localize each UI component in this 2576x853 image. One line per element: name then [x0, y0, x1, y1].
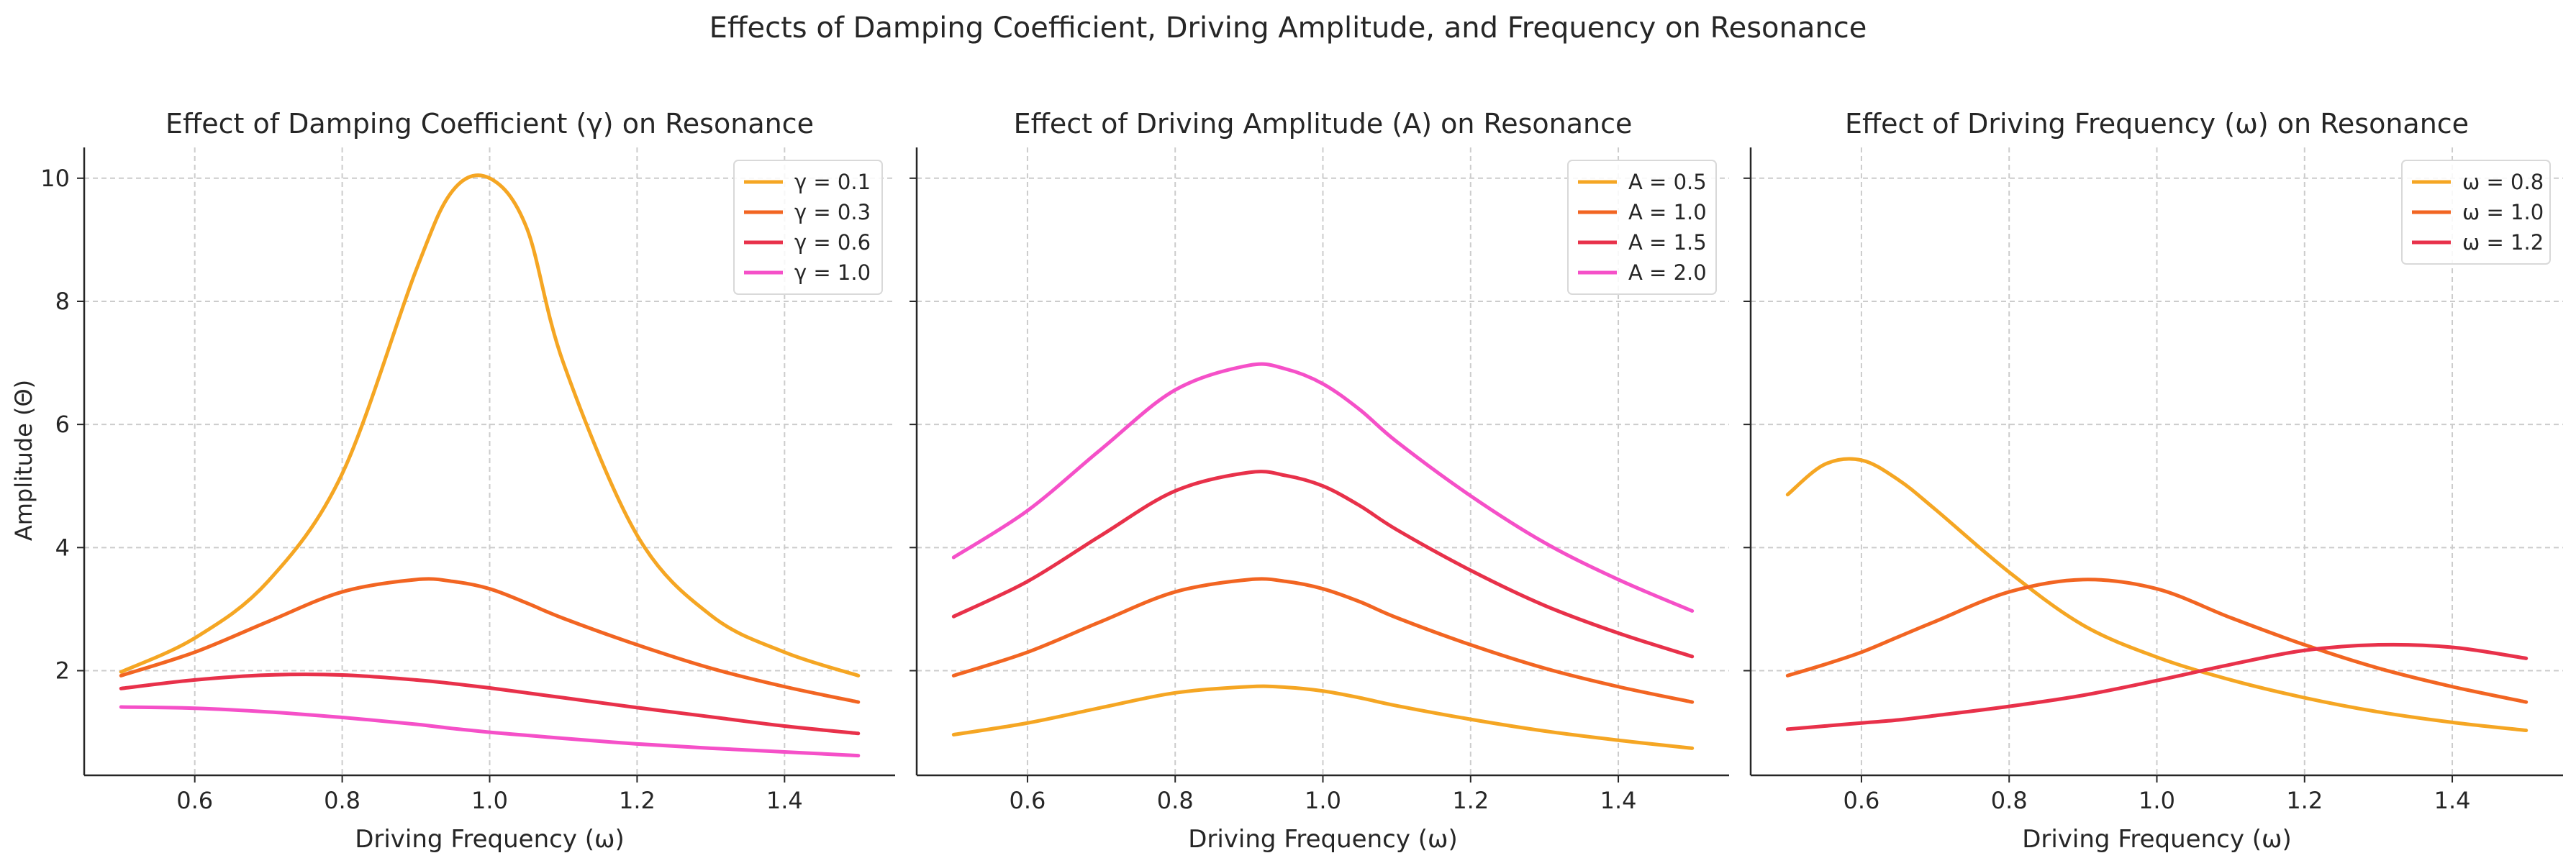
series-line-2	[1785, 578, 2529, 704]
y-tick-label: 8	[55, 288, 70, 315]
legend-entry: A = 1.0	[1628, 200, 1707, 224]
legend-entry: A = 0.5	[1628, 170, 1707, 194]
legend-entry: ω = 1.2	[2462, 230, 2544, 255]
series-line-3	[1785, 642, 2529, 731]
x-tick-label: 1.0	[471, 787, 508, 814]
chart-title: Effect of Damping Coefficient (γ) on Res…	[165, 108, 814, 140]
legend-entry: γ = 0.6	[794, 230, 871, 255]
y-tick-label: 2	[55, 657, 70, 685]
series-line-1	[1785, 457, 2529, 733]
series-line-4	[119, 705, 861, 758]
x-tick-label: 0.6	[1010, 787, 1046, 814]
x-axis-label: Driving Frequency (ω)	[1188, 825, 1458, 853]
x-tick-label: 1.2	[619, 787, 656, 814]
legend-box	[1567, 160, 1717, 295]
chart-title: Effect of Driving Amplitude (A) on Reson…	[1014, 108, 1633, 140]
legend: ω = 0.8 ω = 1.0 ω = 1.2	[2401, 160, 2551, 265]
x-tick-label: 1.2	[1452, 787, 1489, 814]
legend: A = 0.5 A = 1.0 A = 1.5 A = 2.0	[1567, 160, 1717, 295]
figure-title: Effects of Damping Coefficient, Driving …	[709, 12, 1867, 45]
legend-entry: γ = 0.3	[794, 200, 871, 224]
legend-box	[2401, 160, 2551, 265]
chart-title: Effect of Driving Frequency (ω) on Reson…	[1845, 108, 2469, 140]
x-tick-label: 0.8	[1991, 787, 2028, 814]
x-axis-label: Driving Frequency (ω)	[355, 825, 625, 853]
x-tick-label: 1.2	[2286, 787, 2323, 814]
x-tick-label: 1.0	[1305, 787, 1341, 814]
y-tick-label: 10	[40, 165, 70, 192]
chart-panels: Effect of Damping Coefficient (γ) on Res…	[40, 108, 2563, 853]
chart-panel-3: Effect of Driving Frequency (ω) on Reson…	[1743, 108, 2563, 853]
y-tick-label: 6	[55, 411, 70, 438]
x-tick-label: 0.8	[324, 787, 360, 814]
series-line-3	[951, 470, 1695, 659]
series-line-1	[119, 173, 861, 678]
series-line-1	[951, 684, 1695, 750]
legend-entry: γ = 1.0	[794, 260, 871, 285]
legend-box	[733, 160, 883, 295]
y-tick-label: 4	[55, 534, 70, 561]
legend: γ = 0.1 γ = 0.3 γ = 0.6 γ = 1.0	[733, 160, 883, 295]
legend-entry: ω = 0.8	[2462, 170, 2544, 194]
x-tick-label: 0.6	[176, 787, 213, 814]
x-tick-label: 0.6	[1843, 787, 1880, 814]
x-tick-label: 1.0	[2139, 787, 2175, 814]
legend-entry: A = 2.0	[1628, 260, 1707, 285]
x-tick-label: 1.4	[766, 787, 803, 814]
shared-y-axis-label: Amplitude (Θ)	[10, 380, 37, 541]
legend-entry: γ = 0.1	[794, 170, 871, 194]
chart-panel-2: Effect of Driving Amplitude (A) on Reson…	[910, 108, 1729, 853]
legend-entry: A = 1.5	[1628, 230, 1707, 255]
x-tick-label: 1.4	[1600, 787, 1637, 814]
x-tick-label: 0.8	[1157, 787, 1194, 814]
x-axis-label: Driving Frequency (ω)	[2022, 825, 2292, 853]
series-line-2	[119, 577, 861, 704]
series-line-2	[951, 577, 1695, 704]
series-line-3	[119, 672, 861, 736]
legend-entry: ω = 1.0	[2462, 200, 2544, 224]
series-line-4	[951, 362, 1695, 613]
x-tick-label: 1.4	[2434, 787, 2471, 814]
chart-panel-1: Effect of Damping Coefficient (γ) on Res…	[40, 108, 895, 853]
